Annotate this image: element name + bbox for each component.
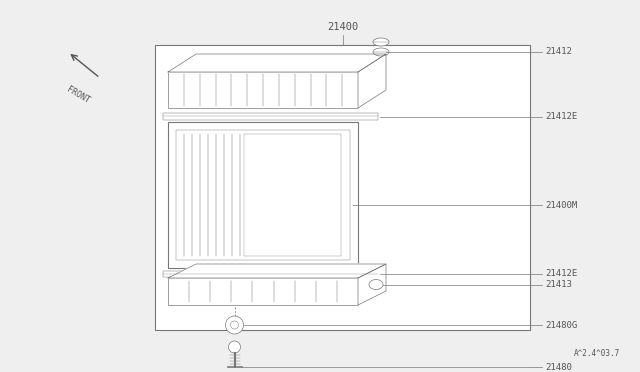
Bar: [155, 45, 530, 330]
Polygon shape: [168, 264, 386, 278]
Polygon shape: [168, 54, 386, 72]
Text: 21412E: 21412E: [545, 269, 577, 279]
Ellipse shape: [373, 48, 389, 56]
Circle shape: [228, 341, 241, 353]
Text: 21400M: 21400M: [545, 201, 577, 209]
Polygon shape: [358, 54, 386, 108]
Text: 21480G: 21480G: [545, 321, 577, 330]
Text: 21412: 21412: [545, 48, 572, 57]
Bar: [163, 113, 378, 120]
Text: FRONT: FRONT: [65, 85, 91, 105]
Text: 21480: 21480: [545, 362, 572, 372]
Text: A^2.4^03.7: A^2.4^03.7: [573, 349, 620, 358]
Ellipse shape: [373, 38, 389, 46]
Ellipse shape: [369, 279, 383, 289]
Circle shape: [230, 321, 239, 329]
Bar: [168, 122, 358, 268]
Text: 21412E: 21412E: [545, 112, 577, 121]
Bar: [168, 278, 358, 305]
Text: 21400: 21400: [327, 22, 358, 32]
Polygon shape: [358, 264, 386, 305]
Bar: [244, 134, 340, 256]
Bar: [168, 72, 358, 108]
Text: 21413: 21413: [545, 280, 572, 289]
Bar: [163, 271, 378, 277]
Circle shape: [225, 316, 243, 334]
Bar: [176, 130, 350, 260]
